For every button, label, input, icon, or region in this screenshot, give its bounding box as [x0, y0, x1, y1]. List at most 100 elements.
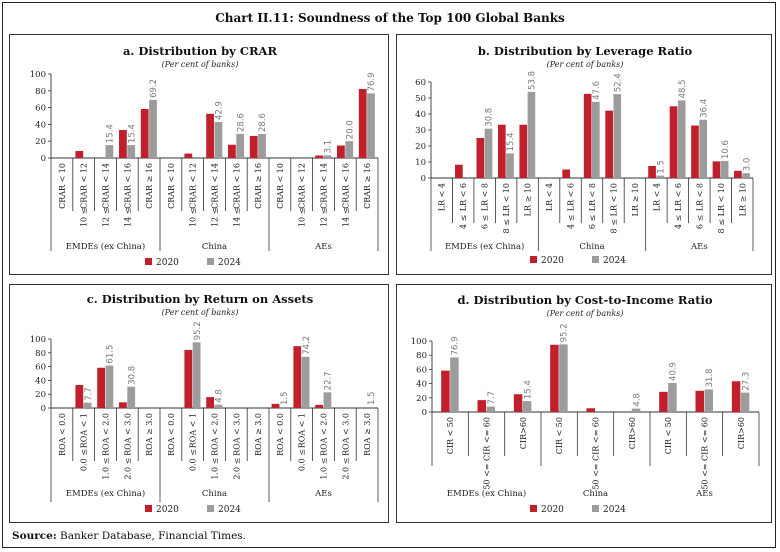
bar-2024 [367, 406, 375, 408]
bar-2024 [127, 145, 136, 158]
legend-swatch-2024 [592, 256, 599, 263]
category-label-prefix: 1.0 ≤ [320, 458, 329, 480]
y-tick-label: 100 [30, 335, 46, 345]
group-label: EMDEs (ex China) [66, 488, 145, 499]
bar-2020 [497, 124, 506, 178]
bar-2024 [699, 119, 707, 178]
bar-2020 [75, 151, 84, 158]
category-label-main: CRAR < 16 [232, 163, 241, 209]
bar-2020 [659, 391, 668, 412]
category-label: CIR>60 [628, 417, 637, 449]
category-label-main: CRAR < 14 [320, 163, 329, 209]
category-label: ROA ≥ 3.0 [363, 413, 372, 456]
chart-title: c. Distribution by Return on Assets [87, 292, 313, 306]
category-label: LR < 10 8 ≤ [609, 183, 618, 233]
value-label: 69.2 [149, 79, 159, 98]
category-label: CRAR ≥ 16 [145, 163, 154, 209]
category-label: ROA < 2.0 1.0 ≤ [320, 413, 329, 480]
value-label: 31.8 [705, 368, 715, 387]
y-tick-label: 0 [41, 154, 46, 164]
category-label: ROA < 3.0 2.0 ≤ [123, 413, 132, 480]
category-label: LR < 8 6 ≤ [481, 183, 490, 229]
category-label: ROA < 10.0 ≤ [80, 413, 89, 471]
category-label: CRAR ≥ 16 [254, 163, 263, 209]
category-label: ROA < 0.0 [276, 413, 285, 456]
value-label: 4.8 [632, 393, 642, 407]
y-tick-label: 60 [416, 365, 427, 375]
bar-2020 [315, 155, 323, 158]
bar-2024 [677, 100, 686, 178]
value-label: 52.4 [614, 73, 624, 92]
category-label-prefix: 1.0 ≤ [211, 458, 220, 480]
category-label: CRAR < 1614 ≤ [232, 163, 241, 227]
group-label: AEs [314, 489, 332, 499]
category-label-prefix: 8 ≤ [609, 219, 618, 233]
category-label: LR < 6 4 ≤ [674, 183, 683, 229]
category-label: LR ≥ 10 [631, 183, 640, 216]
chart-title: d. Distribution by Cost-to-Income Ratio [457, 293, 712, 307]
category-label: CIR < 50 [555, 417, 564, 454]
y-tick-label: 80 [35, 87, 46, 97]
bar-2024 [484, 128, 493, 178]
category-label: ROA < 10.0 ≤ [189, 413, 198, 471]
y-tick-label: 100 [30, 70, 46, 80]
value-label: 4.8 [215, 389, 225, 403]
bar-2020 [184, 153, 193, 158]
category-label-main: LR < 10 [502, 183, 511, 216]
category-label-prefix: 14 ≤ [232, 208, 241, 227]
category-label-main: CRAR < 12 [298, 163, 307, 209]
legend-label-2020: 2020 [156, 505, 179, 515]
value-label: 30.8 [485, 108, 495, 127]
category-label-main: CRAR < 16 [341, 163, 350, 209]
category-label-prefix: 0.0 ≤ [189, 449, 198, 471]
legend-swatch-2020 [145, 505, 152, 512]
bar-2020 [562, 169, 571, 178]
value-label: 15.4 [523, 380, 533, 399]
y-tick-label: 30 [415, 126, 426, 136]
category-label-prefix: 6 ≤ [695, 215, 704, 229]
bar-2024 [192, 342, 201, 408]
category-label: LR ≥ 10 [738, 183, 747, 216]
bar-2024 [450, 357, 459, 412]
category-label: ROA ≥ 3.0 [254, 413, 263, 456]
bar-2024 [740, 392, 750, 412]
category-label-main: CRAR < 14 [102, 163, 111, 209]
bar-2024 [742, 173, 750, 178]
y-tick-label: 0 [41, 404, 46, 414]
legend-label-2024: 2024 [603, 256, 626, 266]
bar-2024 [279, 406, 288, 408]
legend-swatch-2020 [530, 505, 537, 512]
chart-subtitle: (Per cent of banks) [162, 308, 239, 317]
y-tick-label: 10 [415, 158, 426, 168]
category-label: CRAR < 1210 ≤ [298, 163, 307, 227]
category-label: CRAR < 1412 ≤ [102, 163, 111, 227]
bar-2020 [455, 164, 463, 178]
category-label: ROA < 3.0 2.0 ≤ [341, 413, 350, 480]
chart-title: b. Distribution by Leverage Ratio [478, 44, 693, 58]
category-label-main: ROA < 2.0 [211, 413, 220, 456]
bar-2024 [613, 94, 622, 178]
bar-2020 [648, 166, 656, 178]
chart-svg: c. Distribution by Return on Assets (Per … [30, 292, 379, 515]
bar-2024 [631, 408, 641, 412]
category-label-prefix: 14 ≤ [123, 208, 132, 227]
bar-2024 [323, 155, 332, 158]
category-label: LR < 8 6 ≤ [695, 183, 704, 229]
bar-2024 [486, 406, 495, 412]
bar-2020 [691, 125, 699, 178]
category-label-main: LR < 10 [717, 183, 726, 216]
group-label: AEs [314, 242, 332, 252]
category-label: ROA < 3.0 2.0 ≤ [232, 413, 241, 480]
bar-2024 [258, 133, 266, 158]
category-label: ROA < 2.0 1.0 ≤ [102, 413, 111, 480]
bar-2020 [315, 404, 323, 408]
group-label: EMDEs (ex China) [445, 241, 524, 252]
source-note: Source: Banker Database, Financial Times… [12, 530, 246, 542]
legend-swatch-2020 [530, 256, 537, 263]
category-label: LR < 4 [652, 183, 661, 211]
category-label-prefix: 12 ≤ [102, 208, 111, 227]
panel-cost-to-income: d. Distribution by Cost-to-Income Ratio (… [396, 284, 772, 523]
category-label: ROA < 10.0 ≤ [298, 413, 307, 471]
bar-2020 [734, 170, 742, 178]
